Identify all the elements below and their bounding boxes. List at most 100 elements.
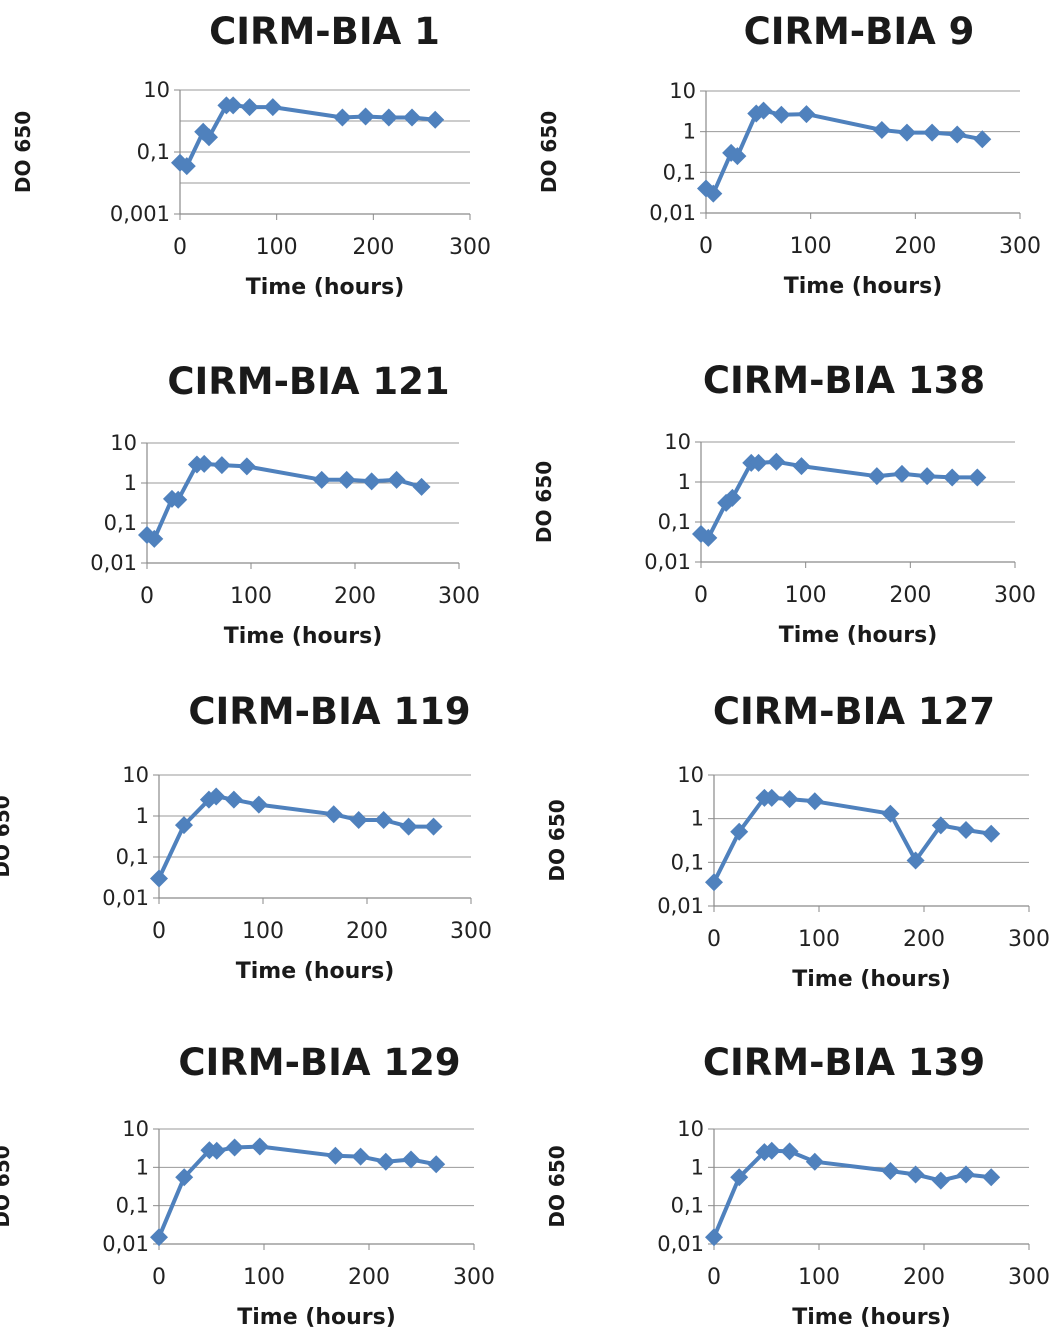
series-line [712, 1148, 994, 1240]
y-tick-label: 0,1 [116, 845, 149, 869]
data-point [362, 472, 381, 491]
data-point [240, 98, 259, 117]
data-point [705, 1228, 723, 1247]
data-point [948, 125, 967, 144]
y-tick-label: 1 [683, 120, 696, 144]
chart-panel-8: CIRM-BIA 139 0 100 200 300 0,01 0,1 1 10 Time (h… [529, 999, 1059, 1333]
data-point [872, 120, 891, 139]
data-point [730, 1168, 749, 1187]
y-axis-label: DO 650 [537, 111, 561, 193]
data-point [780, 1142, 799, 1161]
x-tick-label: 300 [453, 1265, 495, 1290]
x-tick-label: 100 [243, 1265, 285, 1290]
data-point [982, 1168, 1001, 1187]
x-tick-label: 0 [140, 584, 154, 609]
y-tick-label: 0,01 [102, 1232, 149, 1256]
data-point [224, 96, 243, 115]
x-axis-label: Time (hours) [779, 623, 938, 648]
data-point [897, 123, 916, 142]
x-tick-label: 100 [798, 927, 840, 952]
data-point [957, 1165, 975, 1184]
chart-panel-6: CIRM-BIA 127 0 100 200 300 0,01 0,1 1 10 Time (h… [529, 666, 1059, 999]
data-point [780, 790, 799, 809]
data-point [918, 467, 937, 486]
y-tick-label: 1 [124, 471, 137, 495]
data-point [150, 869, 168, 888]
y-axis-label: DO 650 [545, 799, 569, 881]
y-tick-label: 0,01 [657, 894, 704, 918]
x-tick-label: 200 [352, 235, 394, 260]
x-tick-label: 200 [346, 919, 388, 944]
data-point [207, 787, 226, 806]
x-tick-label: 200 [903, 927, 945, 952]
chart-title: CIRM-BIA 121 [167, 360, 450, 403]
x-tick-label: 0 [699, 234, 713, 259]
data-point [424, 817, 443, 836]
data-point [705, 873, 723, 892]
series-line [699, 459, 980, 540]
x-tick-label: 100 [242, 919, 284, 944]
y-tick-label: 0,01 [102, 886, 149, 910]
chart-title: CIRM-BIA 127 [712, 690, 996, 733]
y-tick-label: 0,1 [658, 510, 691, 534]
data-point [195, 454, 214, 473]
y-axis-label: DO 650 [532, 461, 556, 543]
data-point [250, 1137, 269, 1156]
chart-plot: 0 100 200 300 0,01 0,1 1 10 Time (hours) DO 650 [537, 79, 1041, 299]
chart-title: CIRM-BIA 139 [702, 1041, 986, 1084]
data-point [402, 1150, 420, 1169]
x-tick-label: 100 [230, 584, 272, 609]
data-point [805, 1152, 824, 1171]
chart-plot: 0 100 200 300 0,01 0,1 1 10 Time (hours) DO 650 [0, 431, 480, 649]
data-point [326, 1146, 345, 1165]
data-point [324, 805, 343, 824]
data-point [379, 108, 398, 127]
data-point [212, 456, 231, 475]
chart-panel-1: CIRM-BIA 1 0 100 200 300 0,001 0,1 10 Time (hou… [0, 0, 529, 333]
data-point [237, 457, 256, 476]
data-point [792, 457, 811, 476]
y-tick-label: 0,1 [104, 511, 137, 535]
x-axis-label: Time (hours) [792, 967, 951, 992]
data-point [767, 452, 786, 471]
series-line [145, 461, 424, 541]
data-point [412, 477, 431, 496]
x-tick-label: 300 [1008, 927, 1050, 952]
chart-panel-2: CIRM-BIA 9 0 100 200 300 0,01 0,1 1 10 Time (hou… [529, 0, 1059, 333]
data-point [730, 822, 749, 841]
y-tick-label: 0,001 [110, 202, 170, 226]
x-tick-label: 0 [152, 1265, 166, 1290]
data-point [762, 1141, 781, 1160]
chart-panel-4: CIRM-BIA 138 0 100 200 300 0,01 0,1 1 10 Time (h… [529, 333, 1059, 666]
x-tick-label: 200 [894, 234, 936, 259]
data-point [351, 1147, 370, 1166]
chart-title: CIRM-BIA 138 [702, 359, 986, 402]
data-point [225, 1138, 244, 1157]
y-tick-label: 1 [678, 470, 691, 494]
y-tick-label: 0,1 [663, 160, 696, 184]
data-point [199, 790, 218, 809]
data-point [772, 105, 791, 124]
x-tick-label: 300 [994, 583, 1036, 608]
chart-plot: 0 100 200 300 0,01 0,1 1 10 Time (hours) DO 650 [0, 1117, 495, 1330]
chart-plot: 0 100 200 300 0,01 0,1 1 10 Time (hours) DO 650 [545, 763, 1050, 992]
chart-title: CIRM-BIA 9 [743, 10, 975, 53]
y-tick-label: 0,01 [657, 1232, 704, 1256]
x-tick-label: 300 [449, 235, 491, 260]
data-point [169, 490, 188, 509]
x-tick-label: 0 [707, 927, 721, 952]
data-point [754, 101, 773, 120]
data-point [906, 851, 925, 870]
data-point [174, 816, 193, 835]
chart-plot: 0 100 200 300 0,01 0,1 1 10 Time (hours) DO 650 [0, 763, 492, 984]
data-point [699, 528, 718, 547]
x-tick-label: 0 [694, 583, 708, 608]
y-tick-label: 0,1 [671, 1194, 704, 1218]
y-tick-label: 10 [122, 1117, 149, 1141]
data-point [723, 488, 742, 507]
data-point [973, 130, 992, 149]
x-tick-label: 300 [438, 584, 480, 609]
y-tick-label: 1 [136, 804, 149, 828]
data-point [207, 1141, 226, 1160]
data-point [399, 817, 418, 836]
